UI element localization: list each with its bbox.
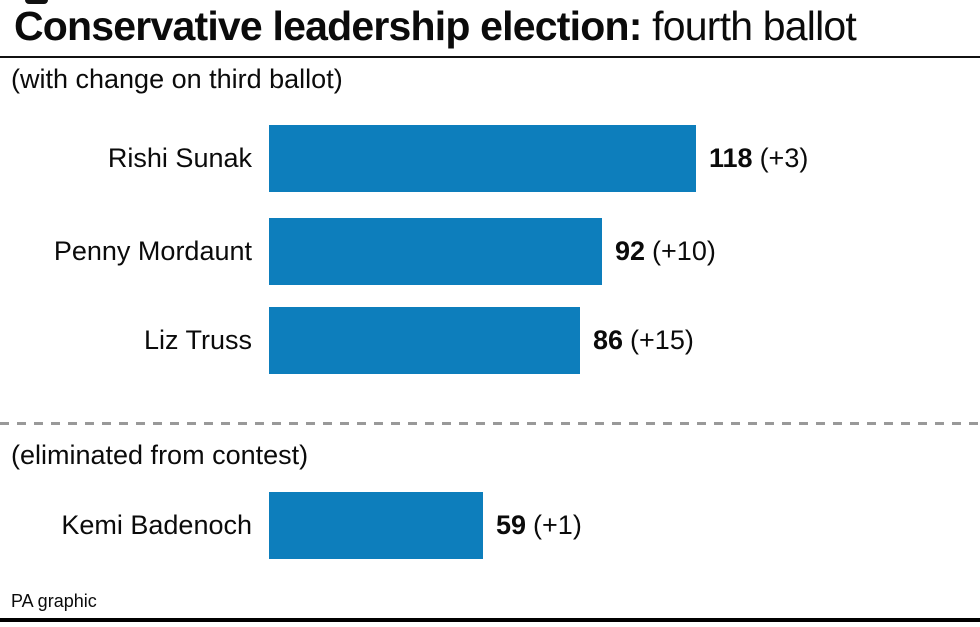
page-title: Conservative leadership election: fourth… xyxy=(14,3,857,49)
value-change: (+3) xyxy=(759,143,809,173)
chart-subtitle: (with change on third ballot) xyxy=(11,64,343,94)
bar xyxy=(269,492,483,559)
value-change: (+10) xyxy=(652,236,716,266)
value-number: 118 xyxy=(709,143,753,173)
bar-label: Rishi Sunak xyxy=(107,143,252,173)
value-label: 118 (+3) xyxy=(709,143,808,174)
title-underline-rule xyxy=(0,56,980,58)
top-edge-artifact xyxy=(25,0,48,4)
chart-row: Penny Mordaunt 92 (+10) xyxy=(0,218,980,285)
bar xyxy=(269,125,696,192)
value-change: (+15) xyxy=(630,325,694,355)
bar xyxy=(269,218,602,285)
eliminated-note: (eliminated from contest) xyxy=(11,440,309,470)
value-change: (+1) xyxy=(533,510,582,540)
eliminated-divider xyxy=(0,422,980,425)
chart-row: Rishi Sunak 118 (+3) xyxy=(0,125,980,192)
bar-label: Penny Mordaunt xyxy=(53,236,252,266)
chart-row: Liz Truss 86 (+15) xyxy=(0,307,980,374)
value-label: 59 (+1) xyxy=(496,510,582,541)
bar-label: Liz Truss xyxy=(143,325,252,355)
value-label: 92 (+10) xyxy=(615,236,716,267)
value-label: 86 (+15) xyxy=(593,325,694,356)
page-title-bold: Conservative leadership election: xyxy=(14,3,642,49)
value-number: 86 xyxy=(593,325,624,355)
bar-label: Kemi Badenoch xyxy=(61,510,252,540)
bottom-edge-bar xyxy=(0,618,980,622)
source-credit: PA graphic xyxy=(11,591,97,611)
value-number: 92 xyxy=(615,236,646,266)
bar xyxy=(269,307,580,374)
chart-row: Kemi Badenoch 59 (+1) xyxy=(0,492,980,559)
value-number: 59 xyxy=(496,510,527,540)
page-title-regular: fourth ballot xyxy=(641,3,857,49)
